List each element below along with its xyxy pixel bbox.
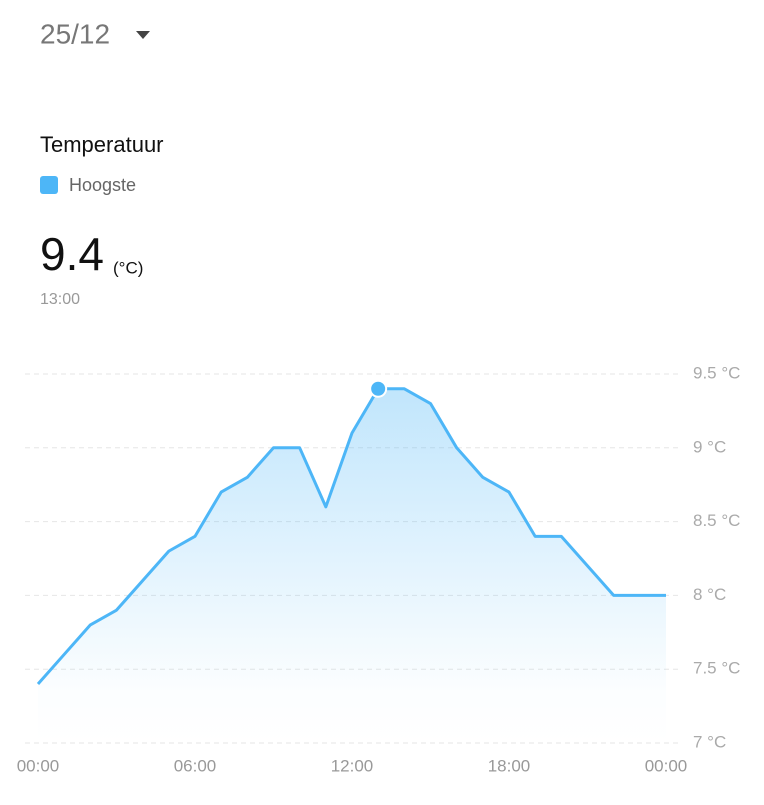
x-tick-label: 06:00 bbox=[174, 756, 217, 775]
y-tick-label: 9.5 °C bbox=[693, 363, 740, 382]
x-tick-label: 12:00 bbox=[331, 756, 374, 775]
y-tick-label: 9 °C bbox=[693, 437, 726, 456]
area bbox=[38, 388, 666, 743]
y-tick-label: 7.5 °C bbox=[693, 659, 740, 678]
selected-time: 13:00 bbox=[40, 291, 80, 308]
x-tick-label: 00:00 bbox=[17, 756, 60, 775]
legend-label: Hoogste bbox=[69, 175, 136, 195]
selected-unit: (°C) bbox=[113, 258, 143, 277]
chart-title: Temperatuur bbox=[40, 132, 164, 157]
selected-point bbox=[369, 379, 388, 398]
legend-swatch bbox=[40, 176, 58, 194]
dropdown-arrow[interactable] bbox=[136, 31, 150, 39]
selected-value: 9.4 bbox=[40, 228, 104, 280]
x-tick-label: 00:00 bbox=[645, 756, 688, 775]
date-picker[interactable]: 25/12 bbox=[40, 18, 150, 49]
line bbox=[36, 387, 666, 685]
y-tick-label: 8 °C bbox=[693, 585, 726, 604]
date[interactable]: 25/12 bbox=[40, 18, 110, 49]
y-tick-label: 7 °C bbox=[693, 732, 726, 751]
x-tick-label: 18:00 bbox=[488, 756, 531, 775]
y-tick-label: 8.5 °C bbox=[693, 511, 740, 530]
